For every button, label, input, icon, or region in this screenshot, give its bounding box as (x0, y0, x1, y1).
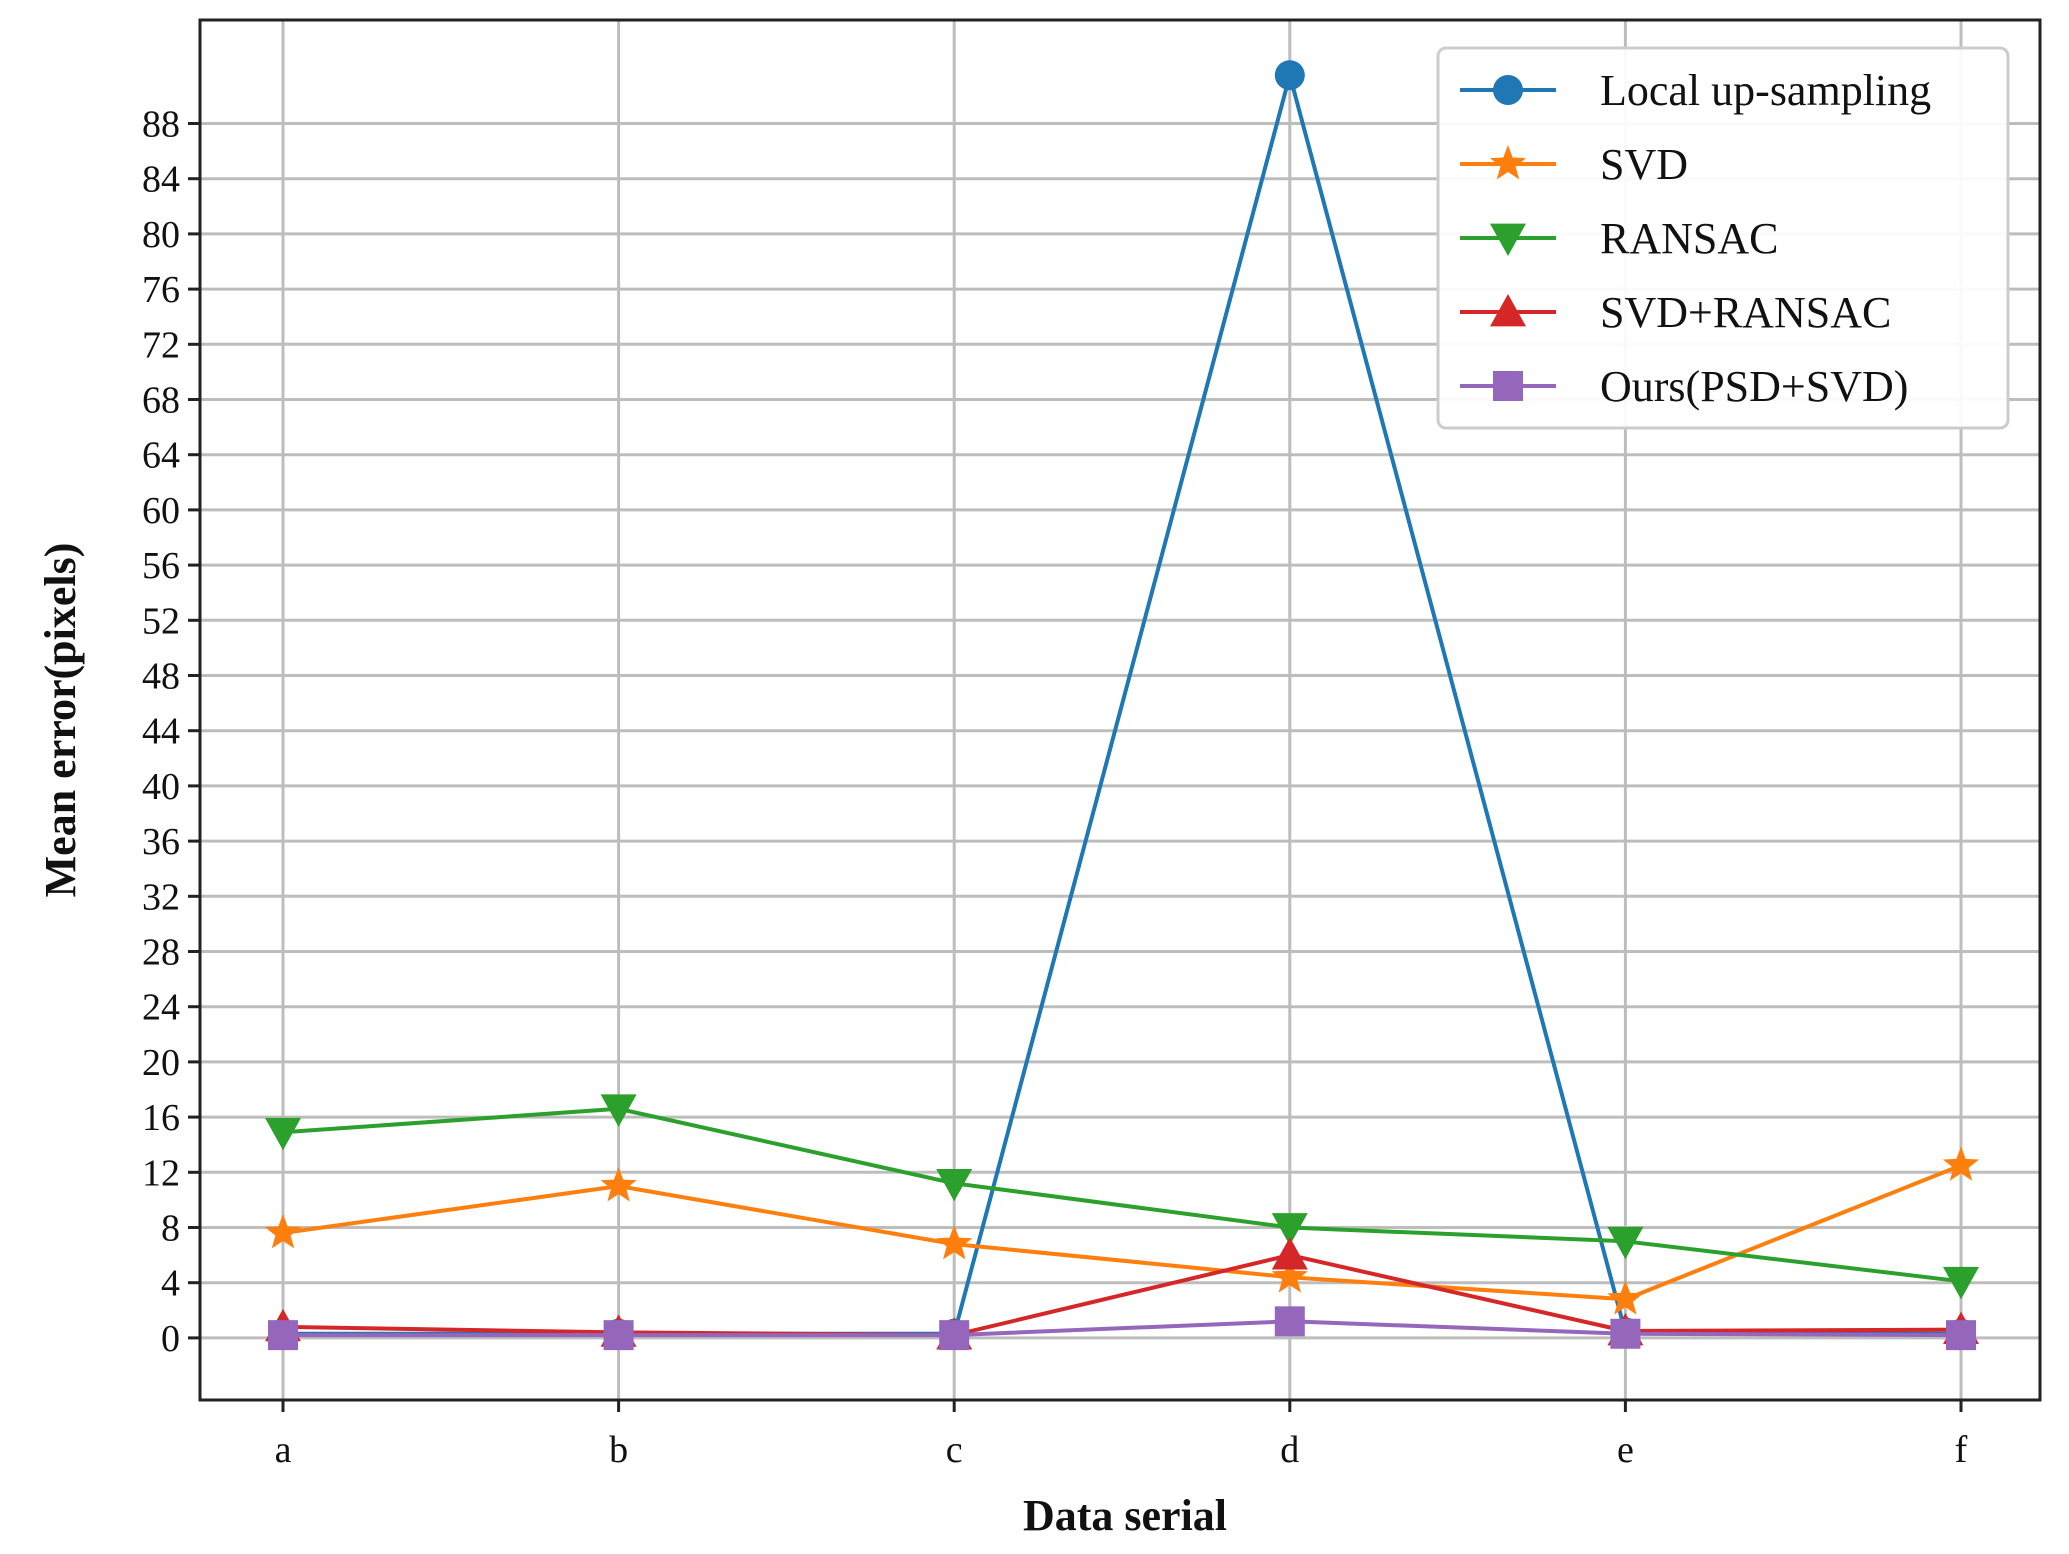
y-tick-label: 4 (161, 1263, 180, 1305)
legend-label-svd: SVD (1600, 140, 1688, 189)
x-tick-label: a (275, 1429, 292, 1471)
y-tick-label: 56 (142, 545, 180, 587)
y-tick-label: 32 (142, 876, 180, 918)
data-point-svd (264, 1214, 302, 1249)
y-tick-label: 84 (142, 159, 180, 201)
y-tick-label: 36 (142, 821, 180, 863)
y-tick-label: 44 (142, 711, 180, 753)
y-axis-ticks: 0481216202428323640444852566064687276808… (142, 104, 200, 1360)
y-tick-label: 40 (142, 766, 180, 808)
series-line-ours-psd-svd (283, 1319, 1962, 1338)
data-point-ransac (1271, 1213, 1308, 1246)
y-tick-label: 20 (142, 1042, 180, 1084)
data-point-ours-psd-svd (1274, 1306, 1305, 1337)
data-point-ours-psd-svd (1610, 1318, 1641, 1349)
y-tick-label: 16 (142, 1097, 180, 1139)
series (264, 60, 1980, 1351)
data-point-svd (936, 1225, 973, 1260)
y-tick-label: 48 (142, 656, 180, 698)
series-line-svd (282, 1163, 1962, 1302)
data-point-ransac (600, 1094, 637, 1127)
y-axis-title: Mean error(pixels) (36, 543, 85, 898)
data-point-ransac (1943, 1266, 1979, 1300)
y-tick-label: 80 (142, 214, 180, 256)
data-point-ours-psd-svd (603, 1320, 634, 1351)
y-tick-label: 88 (142, 104, 180, 146)
data-point-svd (1271, 1258, 1308, 1293)
y-tick-label: 60 (142, 490, 180, 532)
data-point-local-up-sampling (1274, 60, 1305, 91)
data-point-ours-psd-svd (939, 1320, 970, 1351)
x-axis-ticks: a b c d e f (275, 1400, 1968, 1471)
legend-box (1436, 46, 2010, 430)
legend: Local up-sampling SVD RANSAC SVD+RANSAC Ours… (1436, 46, 2010, 430)
legend-marker-ransac (1490, 223, 1526, 256)
legend-label-ransac: RANSAC (1600, 214, 1779, 263)
x-tick-label: d (1280, 1429, 1299, 1471)
data-point-ours-psd-svd (1946, 1320, 1976, 1351)
legend-marker-svd (1489, 145, 1527, 180)
y-tick-label: 24 (142, 987, 180, 1029)
data-point-ransac (1607, 1226, 1644, 1260)
data-point-ours-psd-svd (268, 1320, 298, 1351)
x-tick-label: c (946, 1429, 963, 1471)
legend-marker-svd-ransac (1490, 294, 1526, 327)
x-tick-label: e (1617, 1429, 1634, 1471)
plot-frame (198, 18, 2042, 1402)
series-svd (264, 1146, 1980, 1315)
y-tick-label: 68 (142, 380, 180, 422)
y-tick-label: 0 (161, 1318, 180, 1360)
series-line-svd-ransac (282, 1253, 1962, 1338)
y-tick-label: 8 (161, 1208, 180, 1250)
data-point-svd (1942, 1146, 1980, 1181)
data-point-ransac (936, 1168, 973, 1202)
legend-label-local-up-sampling: Local up-sampling (1600, 66, 1931, 115)
data-point-ransac (265, 1117, 301, 1151)
x-axis-title: Data serial (1023, 1491, 1227, 1540)
data-point-svd (1607, 1280, 1644, 1315)
data-point-svd (600, 1167, 637, 1202)
legend-marker-local-up-sampling (1493, 75, 1523, 105)
y-tick-label: 64 (142, 435, 180, 477)
series-ransac (265, 1094, 1979, 1300)
y-tick-label: 76 (142, 269, 180, 311)
y-tick-label: 72 (142, 324, 180, 366)
series-ours-psd-svd (268, 1306, 1976, 1351)
x-tick-label: b (609, 1429, 628, 1471)
y-tick-label: 12 (142, 1152, 180, 1194)
y-tick-label: 28 (142, 932, 180, 974)
x-tick-label: f (1955, 1429, 1968, 1471)
legend-label-ours-psd-svd: Ours(PSD+SVD) (1600, 362, 1908, 411)
legend-label-svd-ransac: SVD+RANSAC (1600, 288, 1891, 337)
y-tick-label: 52 (142, 600, 180, 642)
series-line-ransac (282, 1106, 1962, 1284)
data-point-svd-ransac (1271, 1237, 1308, 1270)
legend-marker-ours-psd-svd (1493, 371, 1523, 401)
